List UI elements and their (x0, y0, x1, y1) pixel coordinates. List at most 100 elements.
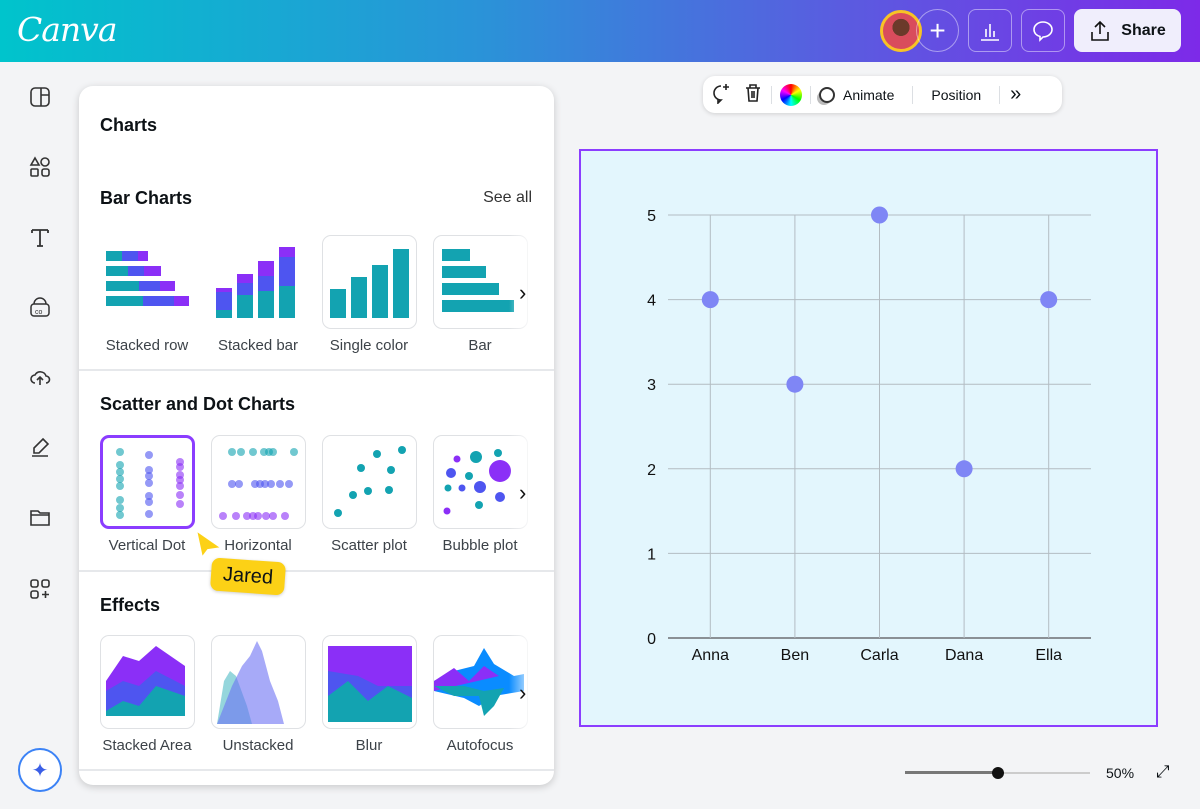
chart-thumb-single-color[interactable] (322, 235, 417, 329)
svg-text:co: co (35, 309, 43, 316)
thumb-label: Stacked bar (217, 337, 299, 354)
comment-add-icon[interactable] (711, 82, 733, 107)
thumb-dot (262, 512, 270, 520)
position-button[interactable]: Position (931, 86, 982, 103)
panel-title: Charts (100, 115, 158, 135)
canva-logo[interactable]: Canva (17, 10, 117, 49)
thumb-label: Unstacked (222, 737, 294, 754)
thumb-dot (243, 512, 251, 520)
collaborator-tag: Jared (209, 557, 287, 596)
x-tick-label: Carla (860, 647, 898, 664)
magic-button[interactable]: ✦ (18, 748, 62, 792)
thumb-dot (290, 448, 298, 456)
chevron-right-icon[interactable]: › (519, 280, 527, 305)
thumb-label: Horizontal (224, 537, 292, 554)
chart-thumb-blur[interactable] (322, 635, 417, 729)
thumb-dot (281, 512, 289, 520)
comment-button[interactable] (1021, 9, 1065, 52)
zoom-level[interactable]: 50% (1106, 765, 1135, 781)
thumb-dot (116, 504, 124, 512)
thumb-dot (176, 482, 184, 490)
elements-icon[interactable] (28, 155, 52, 179)
chevron-right-icon[interactable]: › (519, 480, 527, 505)
thumb-dot (116, 468, 124, 476)
charts-panel: Charts Bar Charts See all › Stacked row … (79, 86, 554, 785)
dot-chart[interactable]: 0 1 2 3 4 5 Anna Ben Carla Dana Ella (581, 151, 1156, 725)
thumb-dot (176, 500, 184, 508)
avatar[interactable] (880, 10, 922, 52)
thumb-dot (235, 480, 243, 488)
thumb-dot (145, 498, 153, 506)
draw-icon[interactable] (28, 435, 52, 459)
data-point (871, 206, 888, 224)
chart-thumb-unstacked[interactable] (211, 635, 306, 729)
color-wheel-icon[interactable] (780, 83, 802, 106)
thumb-dot (267, 480, 275, 488)
data-point (1040, 291, 1058, 309)
section-title-scatter: Scatter and Dot Charts (100, 394, 296, 414)
fullscreen-icon[interactable]: ⤢ (1156, 762, 1170, 781)
thumb-dot (116, 511, 124, 519)
animate-icon (819, 86, 835, 103)
chart-thumb-stacked-bar[interactable] (211, 235, 306, 329)
thumb-dot (116, 475, 124, 483)
see-all-link[interactable]: See all (483, 189, 532, 206)
share-label: Share (1121, 21, 1166, 39)
thumb-dot (237, 448, 245, 456)
chart-thumb-scatter-plot[interactable] (322, 435, 417, 529)
thumb-dot (228, 448, 236, 456)
animate-button[interactable]: Animate (843, 86, 895, 103)
thumb-dot (232, 512, 240, 520)
magic-sparkle-icon: ✦ (31, 759, 49, 782)
divider (79, 769, 554, 771)
element-toolbar: Animate Position » (703, 76, 1062, 113)
chart-thumb-horizontal-dot[interactable] (211, 435, 306, 529)
thumb-label: Stacked Area (102, 737, 192, 754)
chart-thumb-autofocus[interactable] (433, 635, 528, 729)
apps-icon[interactable] (28, 577, 52, 601)
thumb-label: Blur (355, 737, 383, 754)
text-icon[interactable] (28, 225, 52, 249)
add-collaborator-button[interactable]: + (916, 9, 959, 52)
design-icon[interactable] (28, 85, 52, 109)
x-tick-label: Ben (781, 647, 809, 664)
design-canvas[interactable]: 0 1 2 3 4 5 Anna Ben Carla Dana Ella (579, 149, 1158, 727)
thumb-dot (145, 472, 153, 480)
thumb-dot (219, 512, 227, 520)
x-tick-label: Dana (945, 647, 983, 664)
y-tick-label: 2 (647, 462, 656, 479)
thumb-label: Vertical Dot (108, 537, 186, 554)
chart-thumb-stacked-area[interactable] (100, 635, 195, 729)
thumb-label: Bubble plot (442, 537, 518, 554)
brand-icon[interactable]: co (28, 295, 52, 319)
chevron-right-icon[interactable]: › (519, 680, 527, 705)
top-bar: Canva + Share (0, 0, 1200, 62)
uploads-icon[interactable] (28, 365, 52, 389)
thumb-dot (145, 451, 153, 459)
thumb-dot (276, 480, 284, 488)
y-tick-label: 3 (647, 377, 656, 394)
projects-icon[interactable] (28, 505, 52, 529)
section-title-bar: Bar Charts (100, 188, 193, 208)
thumb-dot (145, 492, 153, 500)
divider (79, 369, 554, 371)
trash-icon[interactable] (743, 83, 763, 106)
section-title-effects: Effects (100, 595, 161, 615)
data-point (786, 375, 804, 393)
thumb-dot (249, 448, 257, 456)
more-chevrons-icon[interactable]: » (1010, 83, 1022, 105)
thumb-label: Autofocus (446, 737, 514, 754)
y-tick-label: 0 (647, 631, 656, 648)
chart-thumb-stacked-row[interactable] (100, 235, 195, 329)
share-button[interactable]: Share (1074, 9, 1181, 52)
thumb-dot (285, 480, 293, 488)
y-tick-label: 5 (647, 208, 656, 225)
zoom-slider-fill (905, 771, 998, 774)
thumb-dot (145, 466, 153, 474)
chart-thumb-vertical-dot[interactable] (100, 435, 195, 529)
thumb-dot (228, 480, 236, 488)
thumb-label: Bar (468, 337, 492, 354)
thumb-dot (254, 512, 262, 520)
zoom-slider-handle[interactable] (991, 767, 1004, 779)
insights-button[interactable] (968, 9, 1012, 52)
